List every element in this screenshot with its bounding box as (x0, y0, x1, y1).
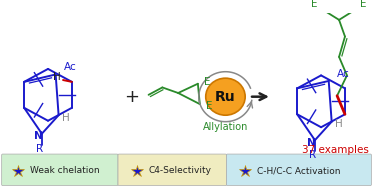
Text: +: + (124, 88, 139, 106)
FancyBboxPatch shape (2, 154, 118, 186)
Text: Ac: Ac (336, 69, 349, 79)
Text: E: E (206, 101, 213, 111)
Circle shape (206, 78, 245, 115)
Text: R: R (309, 150, 316, 160)
Text: H: H (335, 119, 342, 129)
Text: E: E (204, 77, 211, 87)
Text: Ru: Ru (215, 90, 236, 104)
FancyBboxPatch shape (118, 154, 226, 186)
Text: Ac: Ac (64, 62, 76, 72)
Text: Allylation: Allylation (203, 122, 248, 132)
Text: H: H (62, 113, 70, 123)
FancyBboxPatch shape (226, 154, 371, 186)
Text: 37 examples: 37 examples (302, 145, 369, 155)
Text: N: N (34, 132, 42, 142)
Text: E: E (361, 0, 367, 9)
Text: C-H/C-C Activation: C-H/C-C Activation (257, 166, 341, 175)
Text: E: E (311, 0, 318, 9)
Text: Weak chelation: Weak chelation (30, 166, 100, 175)
Text: R: R (36, 143, 43, 153)
Text: H: H (53, 72, 61, 82)
Text: C4-Selectivity: C4-Selectivity (149, 166, 212, 175)
Text: N: N (307, 138, 315, 148)
